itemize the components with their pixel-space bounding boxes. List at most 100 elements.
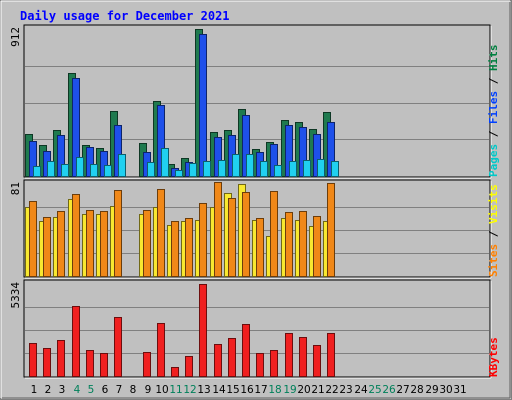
bar-kbytes-day-15 — [228, 338, 236, 377]
bar-kbytes-day-5 — [86, 350, 94, 377]
bar-kbytes-day-18 — [270, 350, 278, 377]
day-label-14: 14 — [212, 384, 226, 396]
legend-entry: / — [487, 224, 500, 244]
day-label-8: 8 — [130, 384, 137, 396]
day-label-30: 30 — [439, 384, 452, 396]
day-label-29: 29 — [425, 384, 438, 396]
day-label-25: 25 — [368, 384, 381, 396]
bar-sites-day-10 — [157, 189, 165, 277]
bar-sites-day-9 — [143, 210, 151, 277]
bar-kbytes-day-21 — [313, 345, 321, 377]
bar-sites-day-15 — [228, 198, 236, 277]
bar-pages-day-19 — [289, 161, 297, 177]
panel-kbytes: 5334 KBytes — [9, 279, 500, 379]
bar-pages-day-12 — [189, 163, 197, 177]
day-label-31: 31 — [453, 384, 466, 396]
legend-entry: Hits — [487, 45, 500, 72]
bar-kbytes-day-4 — [72, 306, 80, 377]
legend-entry: / — [487, 71, 500, 91]
bar-pages-day-10 — [161, 148, 169, 177]
day-label-7: 7 — [116, 384, 123, 396]
day-label-24: 24 — [354, 384, 368, 396]
day-label-17: 17 — [254, 384, 267, 396]
day-label-4: 4 — [74, 384, 81, 396]
panel-hits-files-pages: 912 Pages / Files / Hits — [9, 24, 500, 179]
day-label-3: 3 — [59, 384, 66, 396]
x-axis-day-labels: 1 2 3 4 5 6 7 8 9 10 11 12 13 14 15 16 17 18 19 20 21 22 23 24 2… — [31, 384, 467, 396]
bar-pages-day-14 — [218, 160, 226, 177]
bar-kbytes-day-3 — [57, 340, 65, 377]
series-sites — [29, 182, 335, 277]
bar-pages-day-1 — [33, 166, 41, 177]
day-label-9: 9 — [145, 384, 152, 396]
legend-entry: / — [487, 124, 500, 144]
bar-kbytes-day-22 — [327, 333, 335, 377]
panel-visits-sites: 81 Sites / Visits — [9, 179, 500, 279]
bar-pages-day-20 — [303, 160, 311, 177]
day-label-27: 27 — [396, 384, 409, 396]
legend-entry: KBytes — [487, 337, 500, 377]
bar-pages-day-15 — [232, 154, 240, 177]
bar-pages-day-22 — [331, 161, 339, 177]
bar-pages-day-17 — [260, 161, 268, 177]
bar-kbytes-day-2 — [43, 348, 51, 377]
legend-entry: Visits — [487, 184, 500, 224]
legend-entry: Pages — [487, 144, 500, 177]
bar-sites-day-3 — [57, 211, 65, 277]
bar-pages-day-9 — [147, 162, 155, 177]
day-label-20: 20 — [297, 384, 310, 396]
bar-pages-day-21 — [317, 159, 325, 177]
bar-kbytes-day-14 — [214, 344, 222, 377]
bar-sites-day-5 — [86, 210, 94, 277]
day-label-1: 1 — [31, 384, 38, 396]
bar-sites-day-17 — [256, 218, 264, 277]
legend-entry: Sites — [487, 244, 500, 277]
bar-sites-day-11 — [171, 221, 179, 277]
bar-sites-day-16 — [242, 192, 250, 277]
bar-kbytes-day-20 — [299, 337, 307, 377]
day-label-11: 11 — [169, 384, 182, 396]
day-label-16: 16 — [240, 384, 254, 396]
bar-kbytes-day-17 — [256, 353, 264, 377]
bar-pages-day-3 — [61, 164, 69, 177]
panel-legend: KBytes — [487, 337, 500, 377]
legend-entry: Files — [487, 91, 500, 124]
chart-title: Daily usage for December 2021 — [20, 9, 230, 23]
series-pages — [33, 148, 339, 177]
day-label-26: 26 — [382, 384, 396, 396]
bar-sites-day-1 — [29, 201, 37, 277]
bar-kbytes-day-11 — [171, 367, 179, 377]
day-label-19: 19 — [283, 384, 296, 396]
day-label-18: 18 — [268, 384, 281, 396]
day-label-12: 12 — [183, 384, 196, 396]
bar-sites-day-12 — [185, 218, 193, 277]
bar-pages-day-18 — [274, 165, 282, 177]
bar-sites-day-7 — [114, 190, 122, 277]
bar-kbytes-day-7 — [114, 317, 122, 377]
bar-kbytes-day-16 — [242, 324, 250, 377]
panel-max-label: 5334 — [9, 282, 22, 309]
bar-kbytes-day-9 — [143, 352, 151, 377]
bar-pages-day-13 — [203, 161, 211, 177]
bar-sites-day-19 — [285, 212, 293, 277]
bar-sites-day-20 — [299, 211, 307, 277]
bar-sites-day-2 — [43, 217, 51, 277]
bar-sites-day-4 — [72, 194, 80, 277]
panel-legend: Pages / Files / Hits — [487, 45, 500, 178]
bar-kbytes-day-6 — [100, 353, 108, 377]
panel-legend: Sites / Visits — [487, 184, 500, 277]
day-label-13: 13 — [197, 384, 210, 396]
bar-sites-day-21 — [313, 216, 321, 277]
bar-pages-day-6 — [104, 165, 112, 177]
bar-sites-day-14 — [214, 182, 222, 277]
bar-sites-day-6 — [100, 211, 108, 277]
bar-pages-day-16 — [246, 154, 254, 177]
day-label-5: 5 — [88, 384, 95, 396]
day-label-6: 6 — [102, 384, 109, 396]
bar-pages-day-5 — [90, 164, 98, 177]
panel-max-label: 912 — [9, 27, 22, 47]
day-label-21: 21 — [311, 384, 324, 396]
day-label-22: 22 — [325, 384, 338, 396]
day-label-10: 10 — [155, 384, 168, 396]
